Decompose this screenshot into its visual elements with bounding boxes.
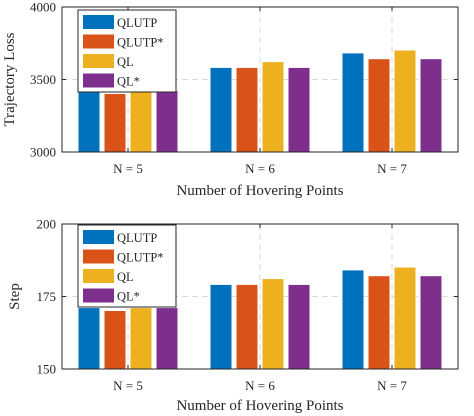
step-panel: 150 175 200 N = 5 N = 6 N = 7 Number of Hoveri… <box>7 217 459 414</box>
x-axis-label: Number of Hovering Points <box>176 398 343 414</box>
trajectory-loss-panel: 3000 3500 4000 N = 5 N = 6 N = 7 Number of Hov… <box>2 0 459 199</box>
bar <box>262 62 284 152</box>
bar <box>210 67 232 152</box>
legend-label: QLUTP* <box>117 36 164 50</box>
legend-swatch <box>83 230 114 244</box>
legend-label: QL* <box>117 290 140 304</box>
legend-label: QL <box>117 55 134 69</box>
legend-label: QLUTP <box>117 16 157 30</box>
x-tick-label: N = 5 <box>113 378 143 393</box>
legend: QLUTP QLUTP* QL QL* <box>77 9 177 93</box>
legend-label: QLUTP <box>117 231 157 245</box>
bar <box>104 94 126 152</box>
bar <box>236 284 258 369</box>
legend-swatch <box>83 288 114 303</box>
legend-swatch <box>83 54 114 68</box>
legend: QLUTP QLUTP* QL QL* <box>77 224 177 308</box>
legend-label: QLUTP* <box>117 251 164 265</box>
x-tick-label: N = 7 <box>377 161 407 176</box>
bar <box>130 308 152 369</box>
bar <box>130 91 152 152</box>
x-axis-label: Number of Hovering Points <box>176 183 343 199</box>
bar <box>210 284 232 369</box>
bar <box>104 311 126 369</box>
legend-label: QL <box>117 270 134 284</box>
y-tick-label: 3500 <box>30 72 56 87</box>
bar <box>368 59 390 153</box>
legend-swatch <box>83 269 114 283</box>
bar <box>156 308 178 369</box>
x-tick-label: N = 6 <box>245 378 275 393</box>
bar <box>342 270 364 369</box>
bar <box>78 91 100 152</box>
legend-swatch <box>83 34 114 49</box>
bar <box>420 59 442 153</box>
y-tick-label: 3000 <box>30 145 56 160</box>
bar <box>78 308 100 369</box>
bar <box>394 50 416 152</box>
x-tick-label: N = 7 <box>377 378 407 393</box>
y-tick-label: 4000 <box>30 0 56 15</box>
bar <box>288 67 310 152</box>
bar <box>420 276 442 369</box>
bar <box>236 67 258 152</box>
bar <box>156 91 178 152</box>
y-axis-label: Trajectory Loss <box>2 32 18 126</box>
x-tick-label: N = 6 <box>245 161 275 176</box>
bar <box>342 53 364 152</box>
legend-swatch <box>83 15 114 29</box>
legend-label: QL* <box>117 75 140 89</box>
bar <box>394 267 416 369</box>
y-axis-label: Step <box>7 283 23 310</box>
bar <box>262 279 284 369</box>
bar <box>288 284 310 369</box>
y-tick-label: 175 <box>37 289 57 304</box>
x-tick-label: N = 5 <box>113 161 143 176</box>
legend-swatch <box>83 73 114 88</box>
legend-swatch <box>83 249 114 264</box>
y-tick-label: 150 <box>37 362 57 377</box>
y-tick-label: 200 <box>37 217 57 232</box>
bar <box>368 276 390 369</box>
